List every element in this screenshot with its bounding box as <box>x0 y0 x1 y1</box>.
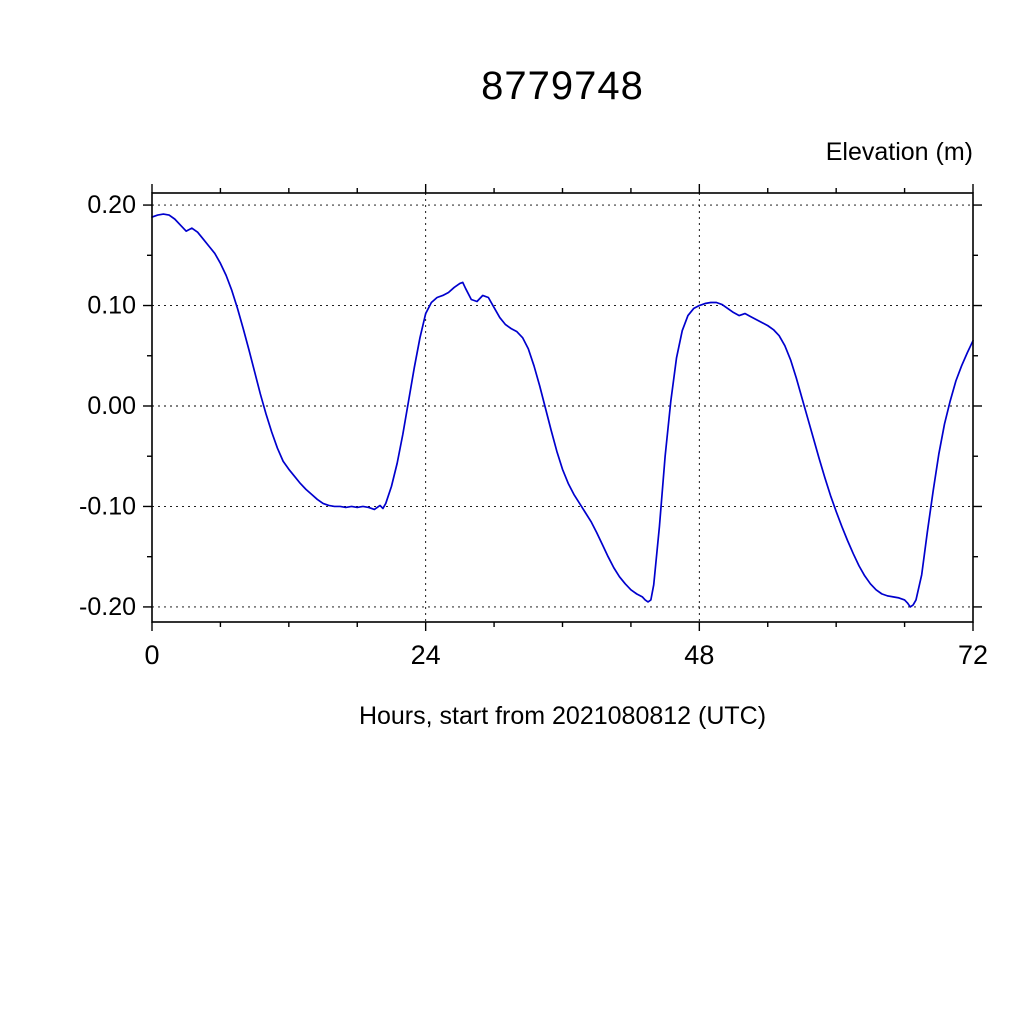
chart-title-station-id: 8779748 <box>481 64 644 108</box>
y-tick-label: 0.00 <box>87 392 136 420</box>
x-tick-label: 0 <box>144 640 159 670</box>
y-tick-label: -0.10 <box>79 492 136 520</box>
y-tick-label: 0.20 <box>87 191 136 219</box>
plot-border <box>151 192 974 623</box>
x-tick-label: 48 <box>684 640 714 670</box>
x-tick-label: 24 <box>411 640 441 670</box>
y-axis-title: Elevation (m) <box>825 138 973 166</box>
y-tick-label: -0.20 <box>79 593 136 621</box>
x-axis-title: Hours, start from 2021080812 (UTC) <box>358 702 767 730</box>
elevation-series-line <box>151 213 974 608</box>
x-tick-label: 72 <box>958 640 988 670</box>
y-tick-label: 0.10 <box>87 292 136 320</box>
